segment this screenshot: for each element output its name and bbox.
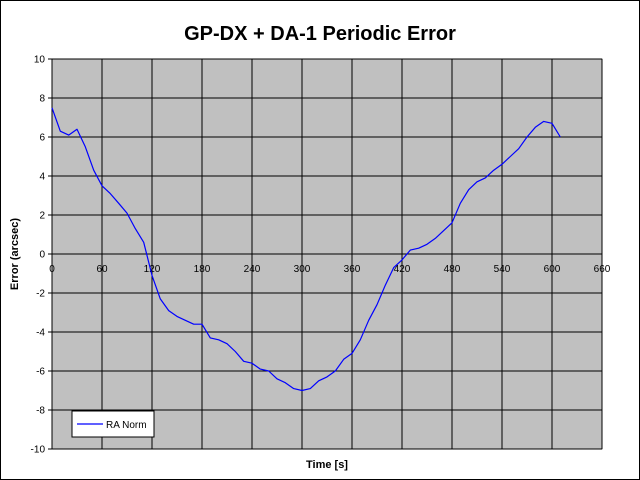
- x-tick-label: 300: [294, 264, 311, 275]
- series-lines: [51, 107, 561, 392]
- y-tick-label: 2: [39, 211, 45, 222]
- y-tick-label: 4: [39, 172, 45, 183]
- y-tick-label: 8: [39, 94, 45, 105]
- x-tick-label: 600: [544, 264, 561, 275]
- x-tick-label: 420: [394, 264, 411, 275]
- series-line-ra-norm: [51, 107, 561, 392]
- y-tick-label: -8: [36, 406, 45, 417]
- x-axis-title: Time [s]: [306, 459, 348, 471]
- x-tick-label: 180: [194, 264, 211, 275]
- x-tick-label: 360: [344, 264, 361, 275]
- y-axis-title: Error (arcsec): [9, 218, 21, 290]
- x-tick-label: 120: [144, 264, 161, 275]
- x-tick-label: 540: [494, 264, 511, 275]
- y-tick-label: 10: [34, 55, 46, 66]
- gridlines: [52, 58, 603, 450]
- legend: RA Norm: [71, 410, 155, 438]
- y-tick-label: 6: [39, 133, 45, 144]
- x-tick-label: 60: [96, 264, 108, 275]
- x-tick-label: 480: [444, 264, 461, 275]
- x-tick-label: 240: [244, 264, 261, 275]
- chart-title: GP-DX + DA-1 Periodic Error: [184, 23, 456, 45]
- y-axis-ticks: 10 8 6 4 2 0 -2 -4 -6 -8 -10: [31, 55, 52, 456]
- x-axis-ticks: 0 60 120 180 240 300 360 420 480 540 600 660: [49, 254, 611, 275]
- y-tick-label: 0: [39, 250, 45, 261]
- x-tick-label: 660: [594, 264, 611, 275]
- y-tick-label: -4: [36, 328, 45, 339]
- x-tick-label: 0: [49, 264, 55, 275]
- y-tick-label: -2: [36, 289, 45, 300]
- legend-label: RA Norm: [106, 420, 147, 431]
- y-tick-label: -10: [31, 445, 46, 456]
- y-tick-label: -6: [36, 367, 45, 378]
